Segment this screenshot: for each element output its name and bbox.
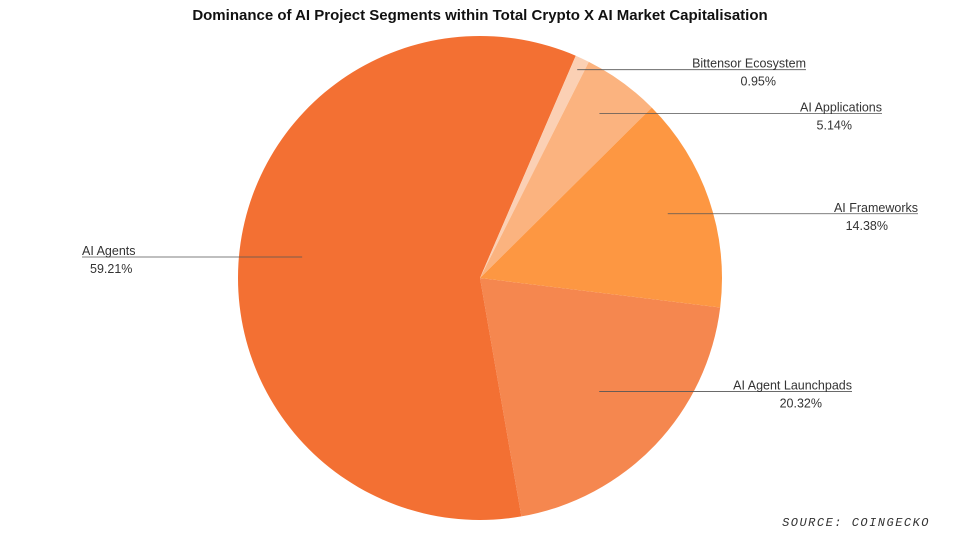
pie-slices — [237, 35, 722, 521]
slice-name-label: Bittensor Ecosystem — [692, 57, 806, 71]
slice-name-label: AI Frameworks — [834, 201, 918, 215]
pie-slice-ai-applications — [480, 61, 652, 279]
slice-name-label: AI Applications — [800, 101, 882, 115]
chart-title: Dominance of AI Project Segments within … — [192, 7, 768, 24]
slice-name-label: AI Agents — [82, 244, 136, 258]
slice-name-label: AI Agent Launchpads — [733, 378, 852, 392]
slice-percent-label: 0.95% — [741, 75, 776, 89]
slice-percent-label: 20.32% — [780, 396, 822, 410]
pie-slice-ai-frameworks — [480, 107, 722, 308]
slice-percent-label: 5.14% — [817, 119, 852, 133]
pie-slice-ai-agent-launchpads — [480, 278, 721, 517]
slice-percent-label: 14.38% — [846, 219, 888, 233]
pie-slice-bittensor-ecosystem — [480, 55, 589, 278]
pie-slice-ai-agents — [237, 35, 576, 521]
pie-labels: AI Agent Launchpads 20.32% AI Agents 59.21%… — [82, 57, 918, 410]
slice-percent-label: 59.21% — [90, 262, 132, 276]
source-credit: SOURCE: COINGECKO — [782, 516, 930, 530]
